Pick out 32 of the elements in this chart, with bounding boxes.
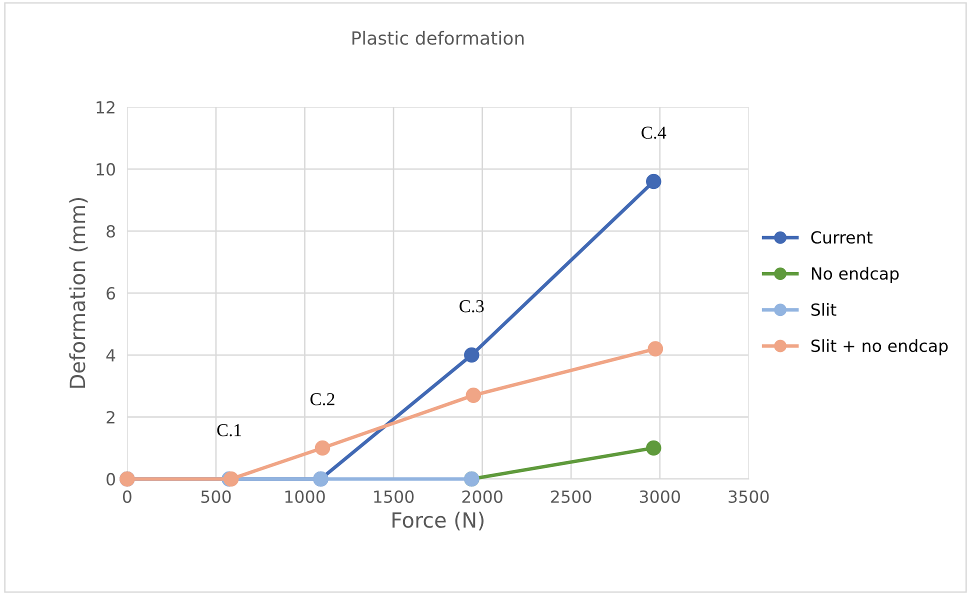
annotation: C.1 <box>217 424 242 436</box>
point <box>646 440 662 456</box>
x-tick-label: 1000 <box>285 490 325 503</box>
point <box>466 388 482 403</box>
y-tick-label: 4 <box>106 349 116 362</box>
legend-label: No endcap <box>812 266 899 284</box>
y-tick-label: 10 <box>96 163 115 176</box>
x-tick-label: 500 <box>201 490 231 503</box>
annotation: C.3 <box>460 300 484 312</box>
point <box>648 341 664 356</box>
y-tick-label: 8 <box>106 225 115 238</box>
chart-title: Plastic deformation <box>352 30 524 45</box>
x-tick-label: 0 <box>123 490 132 503</box>
x-tick-label: 1500 <box>374 490 414 503</box>
x-tick-label: 2500 <box>551 490 592 503</box>
y-tick-label: 12 <box>96 101 114 114</box>
y-tick-label: 0 <box>106 472 115 486</box>
y-axis-title: Deformation (mm) <box>69 198 88 388</box>
x-axis-title: Force (N) <box>392 512 484 530</box>
x-tick-label: 3000 <box>640 490 680 503</box>
y-tick-label: 2 <box>106 410 114 424</box>
point <box>314 440 330 456</box>
annotation: C.2 <box>310 393 334 406</box>
x-tick-label: 3500 <box>728 490 769 503</box>
legend-label: Slit <box>811 303 836 316</box>
point <box>464 347 480 363</box>
point <box>646 174 662 190</box>
legend-label: Slit + no endcap <box>811 339 948 356</box>
y-tick-label: 6 <box>106 287 116 300</box>
legend-label: Current <box>811 231 872 244</box>
annotation: C.4 <box>642 126 666 139</box>
x-tick-label: 2000 <box>462 490 502 503</box>
